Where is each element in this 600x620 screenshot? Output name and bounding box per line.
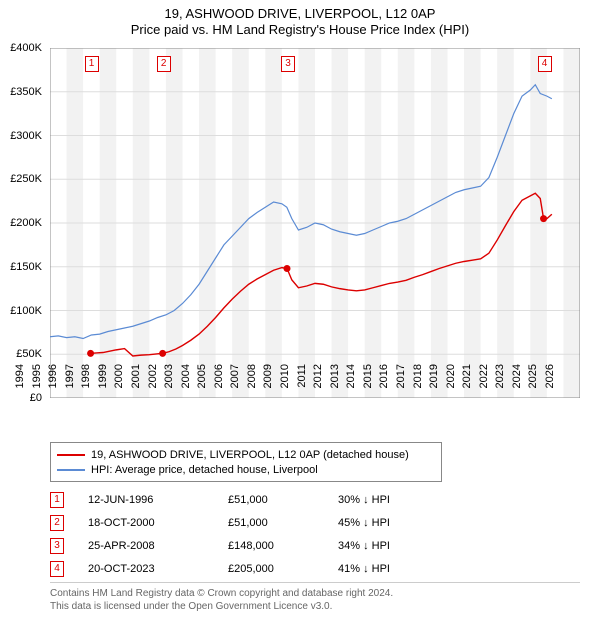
chart: £0£50K£100K£150K£200K£250K£300K£350K£400… <box>50 48 580 398</box>
transactions-table: 1 12-JUN-1996£51,00030% ↓ HPI 2 18-OCT-2000… <box>50 488 540 580</box>
x-tick-label: 1999 <box>97 364 109 404</box>
transaction-index: 2 <box>50 515 64 531</box>
x-tick-label: 1995 <box>31 364 43 404</box>
legend-swatch <box>57 454 85 456</box>
title-subtitle: Price paid vs. HM Land Registry's House … <box>0 22 600 37</box>
x-tick-label: 1996 <box>47 364 59 404</box>
x-tick-label: 2026 <box>544 364 556 404</box>
chart-svg <box>50 48 580 398</box>
x-tick-label: 2018 <box>412 364 424 404</box>
x-tick-label: 2013 <box>329 364 341 404</box>
legend: 19, ASHWOOD DRIVE, LIVERPOOL, L12 0AP (d… <box>50 442 442 482</box>
x-tick-label: 2006 <box>213 364 225 404</box>
y-tick-label: £250K <box>10 173 42 185</box>
x-tick-label: 2009 <box>262 364 274 404</box>
x-tick-label: 2020 <box>445 364 457 404</box>
transaction-price: £51,000 <box>228 517 338 529</box>
transaction-price: £51,000 <box>228 494 338 506</box>
legend-label: 19, ASHWOOD DRIVE, LIVERPOOL, L12 0AP (d… <box>91 449 409 461</box>
x-tick-label: 2014 <box>345 364 357 404</box>
transaction-pct: 34% ↓ HPI <box>338 540 418 552</box>
x-tick-label: 2000 <box>113 364 125 404</box>
transaction-date: 12-JUN-1996 <box>88 494 228 506</box>
transaction-index: 4 <box>50 561 64 577</box>
x-tick-label: 2019 <box>428 364 440 404</box>
x-tick-label: 2001 <box>130 364 142 404</box>
transaction-row: 2 18-OCT-2000£51,00045% ↓ HPI <box>50 511 540 534</box>
annotation-marker: 2 <box>157 56 171 72</box>
x-tick-label: 2010 <box>279 364 291 404</box>
x-tick-label: 2003 <box>163 364 175 404</box>
x-tick-label: 2016 <box>378 364 390 404</box>
y-tick-label: £400K <box>10 42 42 54</box>
annotation-marker: 4 <box>538 56 552 72</box>
x-tick-label: 2017 <box>395 364 407 404</box>
transaction-date: 18-OCT-2000 <box>88 517 228 529</box>
transaction-price: £148,000 <box>228 540 338 552</box>
y-tick-label: £150K <box>10 261 42 273</box>
x-tick-label: 2011 <box>296 364 308 404</box>
title-address: 19, ASHWOOD DRIVE, LIVERPOOL, L12 0AP <box>0 6 600 21</box>
transaction-pct: 41% ↓ HPI <box>338 563 418 575</box>
x-tick-label: 2015 <box>362 364 374 404</box>
y-tick-label: £200K <box>10 217 42 229</box>
annotation-marker: 1 <box>85 56 99 72</box>
legend-label: HPI: Average price, detached house, Live… <box>91 464 318 476</box>
x-tick-label: 2007 <box>229 364 241 404</box>
x-tick-label: 2023 <box>494 364 506 404</box>
footer-line2: This data is licensed under the Open Gov… <box>50 600 580 613</box>
y-tick-label: £350K <box>10 86 42 98</box>
transaction-index: 1 <box>50 492 64 508</box>
legend-swatch <box>57 469 85 471</box>
x-tick-label: 2022 <box>478 364 490 404</box>
transaction-index: 3 <box>50 538 64 554</box>
transaction-row: 4 20-OCT-2023£205,00041% ↓ HPI <box>50 557 540 580</box>
x-tick-label: 2024 <box>511 364 523 404</box>
footer: Contains HM Land Registry data © Crown c… <box>50 582 580 613</box>
x-tick-label: 2008 <box>246 364 258 404</box>
y-tick-label: £300K <box>10 130 42 142</box>
x-tick-label: 1998 <box>80 364 92 404</box>
x-tick-label: 2021 <box>461 364 473 404</box>
x-tick-label: 2012 <box>312 364 324 404</box>
legend-item: HPI: Average price, detached house, Live… <box>57 462 435 477</box>
transaction-pct: 45% ↓ HPI <box>338 517 418 529</box>
y-tick-label: £50K <box>16 348 42 360</box>
transaction-price: £205,000 <box>228 563 338 575</box>
x-tick-label: 2002 <box>147 364 159 404</box>
x-tick-label: 2025 <box>527 364 539 404</box>
transaction-row: 3 25-APR-2008£148,00034% ↓ HPI <box>50 534 540 557</box>
x-tick-label: 2005 <box>196 364 208 404</box>
legend-item: 19, ASHWOOD DRIVE, LIVERPOOL, L12 0AP (d… <box>57 447 435 462</box>
annotation-marker: 3 <box>281 56 295 72</box>
x-tick-label: 1997 <box>64 364 76 404</box>
x-tick-label: 2004 <box>180 364 192 404</box>
x-tick-label: 1994 <box>14 364 26 404</box>
transaction-pct: 30% ↓ HPI <box>338 494 418 506</box>
y-tick-label: £100K <box>10 305 42 317</box>
transaction-row: 1 12-JUN-1996£51,00030% ↓ HPI <box>50 488 540 511</box>
transaction-date: 25-APR-2008 <box>88 540 228 552</box>
transaction-date: 20-OCT-2023 <box>88 563 228 575</box>
footer-line1: Contains HM Land Registry data © Crown c… <box>50 587 580 600</box>
